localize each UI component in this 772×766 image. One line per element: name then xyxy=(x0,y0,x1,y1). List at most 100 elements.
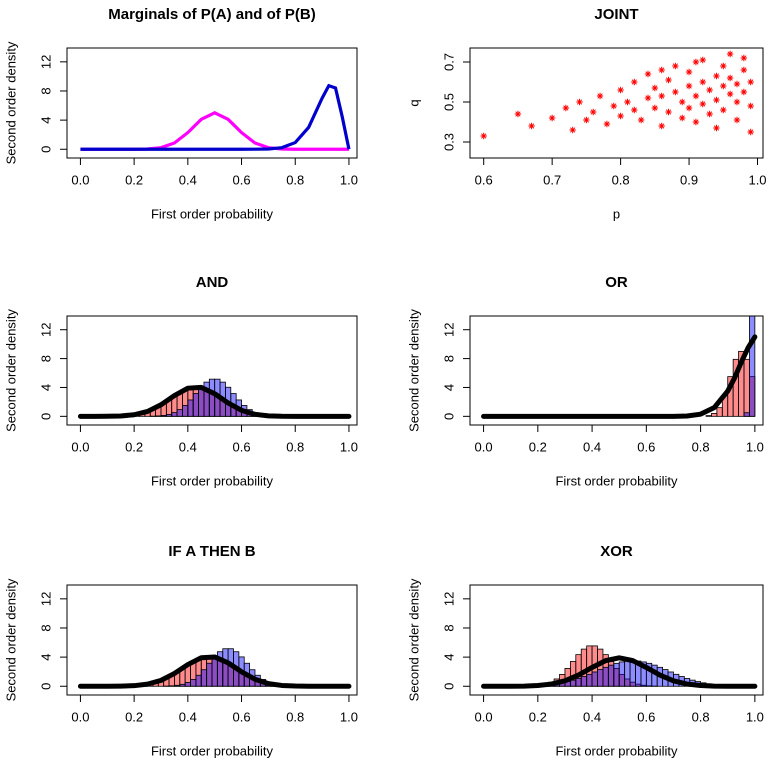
x-tick-label: 0.8 xyxy=(286,172,304,187)
point xyxy=(548,114,556,122)
y-tick-label: 0 xyxy=(38,683,53,690)
point xyxy=(562,104,570,112)
point xyxy=(699,56,706,64)
point xyxy=(733,80,741,88)
x-tick-label: 0.6 xyxy=(475,172,493,187)
plot-frame xyxy=(66,315,358,426)
x-tick-label: 0.2 xyxy=(529,439,547,454)
plot-frame xyxy=(469,315,764,426)
y-tick-label: 8 xyxy=(38,355,53,362)
panel: JOINT p q 0.6 0.7 0.8 0.9 1.0 0.3 0.5 0.7 xyxy=(406,6,766,221)
histogram-bar xyxy=(624,660,631,687)
chart-title: XOR xyxy=(600,543,633,560)
histogram-bar xyxy=(613,662,620,687)
x-axis-label: p xyxy=(613,206,620,221)
x-tick-label: 0.0 xyxy=(475,439,493,454)
x-tick-label: 1.0 xyxy=(340,439,358,454)
y-axis-label: q xyxy=(406,99,421,106)
point xyxy=(713,96,720,104)
histogram-bar xyxy=(618,661,626,687)
x-tick-label: 0.6 xyxy=(232,439,250,454)
x-axis-label: First order probability xyxy=(555,473,678,488)
y-tick-label: 12 xyxy=(441,592,456,606)
y-axis-label: Second order density xyxy=(3,309,18,432)
plot-frame xyxy=(66,47,358,159)
point xyxy=(692,58,700,66)
point xyxy=(747,128,754,136)
point xyxy=(576,98,583,106)
histogram-bar xyxy=(591,671,598,687)
point xyxy=(747,102,754,110)
point xyxy=(726,74,734,82)
histogram-bar xyxy=(171,412,178,417)
point xyxy=(679,98,686,106)
plot-area xyxy=(481,316,758,419)
histogram-bar xyxy=(174,684,181,687)
x-tick-label: 0.0 xyxy=(71,709,89,724)
x-tick-label: 1.0 xyxy=(746,439,764,454)
x-tick-label: 0.4 xyxy=(179,709,197,724)
chart-title: AND xyxy=(196,274,229,291)
y-tick-label: 12 xyxy=(38,55,53,69)
x-tick-label: 0.6 xyxy=(232,709,250,724)
histogram-bar xyxy=(206,662,213,687)
histogram-bar xyxy=(629,660,636,687)
y-tick-label: 8 xyxy=(38,624,53,631)
point xyxy=(617,112,624,120)
chart-title: Marginals of P(A) and of P(B) xyxy=(108,6,316,23)
y-axis-label: Second order density xyxy=(3,41,18,164)
point xyxy=(617,86,624,94)
y-tick-label: 0.5 xyxy=(441,93,456,111)
y-tick-label: 12 xyxy=(441,322,456,336)
point xyxy=(658,92,665,100)
x-tick-label: 0.8 xyxy=(286,709,304,724)
point xyxy=(726,90,734,98)
x-axis-label: First order probability xyxy=(151,743,274,758)
x-tick-label: 0.9 xyxy=(680,172,698,187)
point xyxy=(672,88,679,96)
plot-area xyxy=(481,645,758,689)
histogram-bar xyxy=(580,676,588,687)
point xyxy=(740,66,748,74)
point xyxy=(740,54,748,62)
density-line xyxy=(481,655,758,689)
point xyxy=(720,82,727,90)
point xyxy=(706,110,713,118)
x-tick-label: 0.6 xyxy=(232,172,250,187)
point xyxy=(685,104,693,112)
x-tick-label: 0.8 xyxy=(692,709,710,724)
y-axis-label: Second order density xyxy=(3,578,18,701)
y-axis-label: Second order density xyxy=(406,309,421,432)
x-axis-label: First order probability xyxy=(555,743,678,758)
x-tick-label: 0.2 xyxy=(125,439,143,454)
histogram-bar xyxy=(190,679,197,687)
x-tick-label: 0.4 xyxy=(179,172,197,187)
plot-frame xyxy=(469,47,764,159)
point xyxy=(726,50,734,58)
point xyxy=(637,116,645,124)
point xyxy=(692,92,700,100)
histogram-bar xyxy=(208,378,216,417)
point xyxy=(747,78,754,86)
point xyxy=(658,122,665,130)
panel: OR First order probability Second order de… xyxy=(406,274,763,488)
x-axis-label: First order probability xyxy=(151,206,274,221)
point xyxy=(740,88,748,96)
y-tick-label: 12 xyxy=(38,592,53,606)
x-tick-label: 0.2 xyxy=(125,172,143,187)
point xyxy=(631,106,638,114)
point xyxy=(720,62,727,70)
density-line xyxy=(77,384,352,419)
point xyxy=(631,78,638,86)
point xyxy=(713,72,720,80)
y-tick-label: 4 xyxy=(38,384,53,391)
y-tick-label: 0 xyxy=(38,413,53,420)
x-tick-label: 0.8 xyxy=(286,439,304,454)
point xyxy=(699,100,706,108)
x-tick-label: 1.0 xyxy=(340,709,358,724)
point xyxy=(733,116,741,124)
x-tick-label: 1.0 xyxy=(746,709,764,724)
histogram-bar xyxy=(711,413,718,417)
y-tick-label: 0.3 xyxy=(441,133,456,151)
histogram-bar xyxy=(179,683,186,687)
